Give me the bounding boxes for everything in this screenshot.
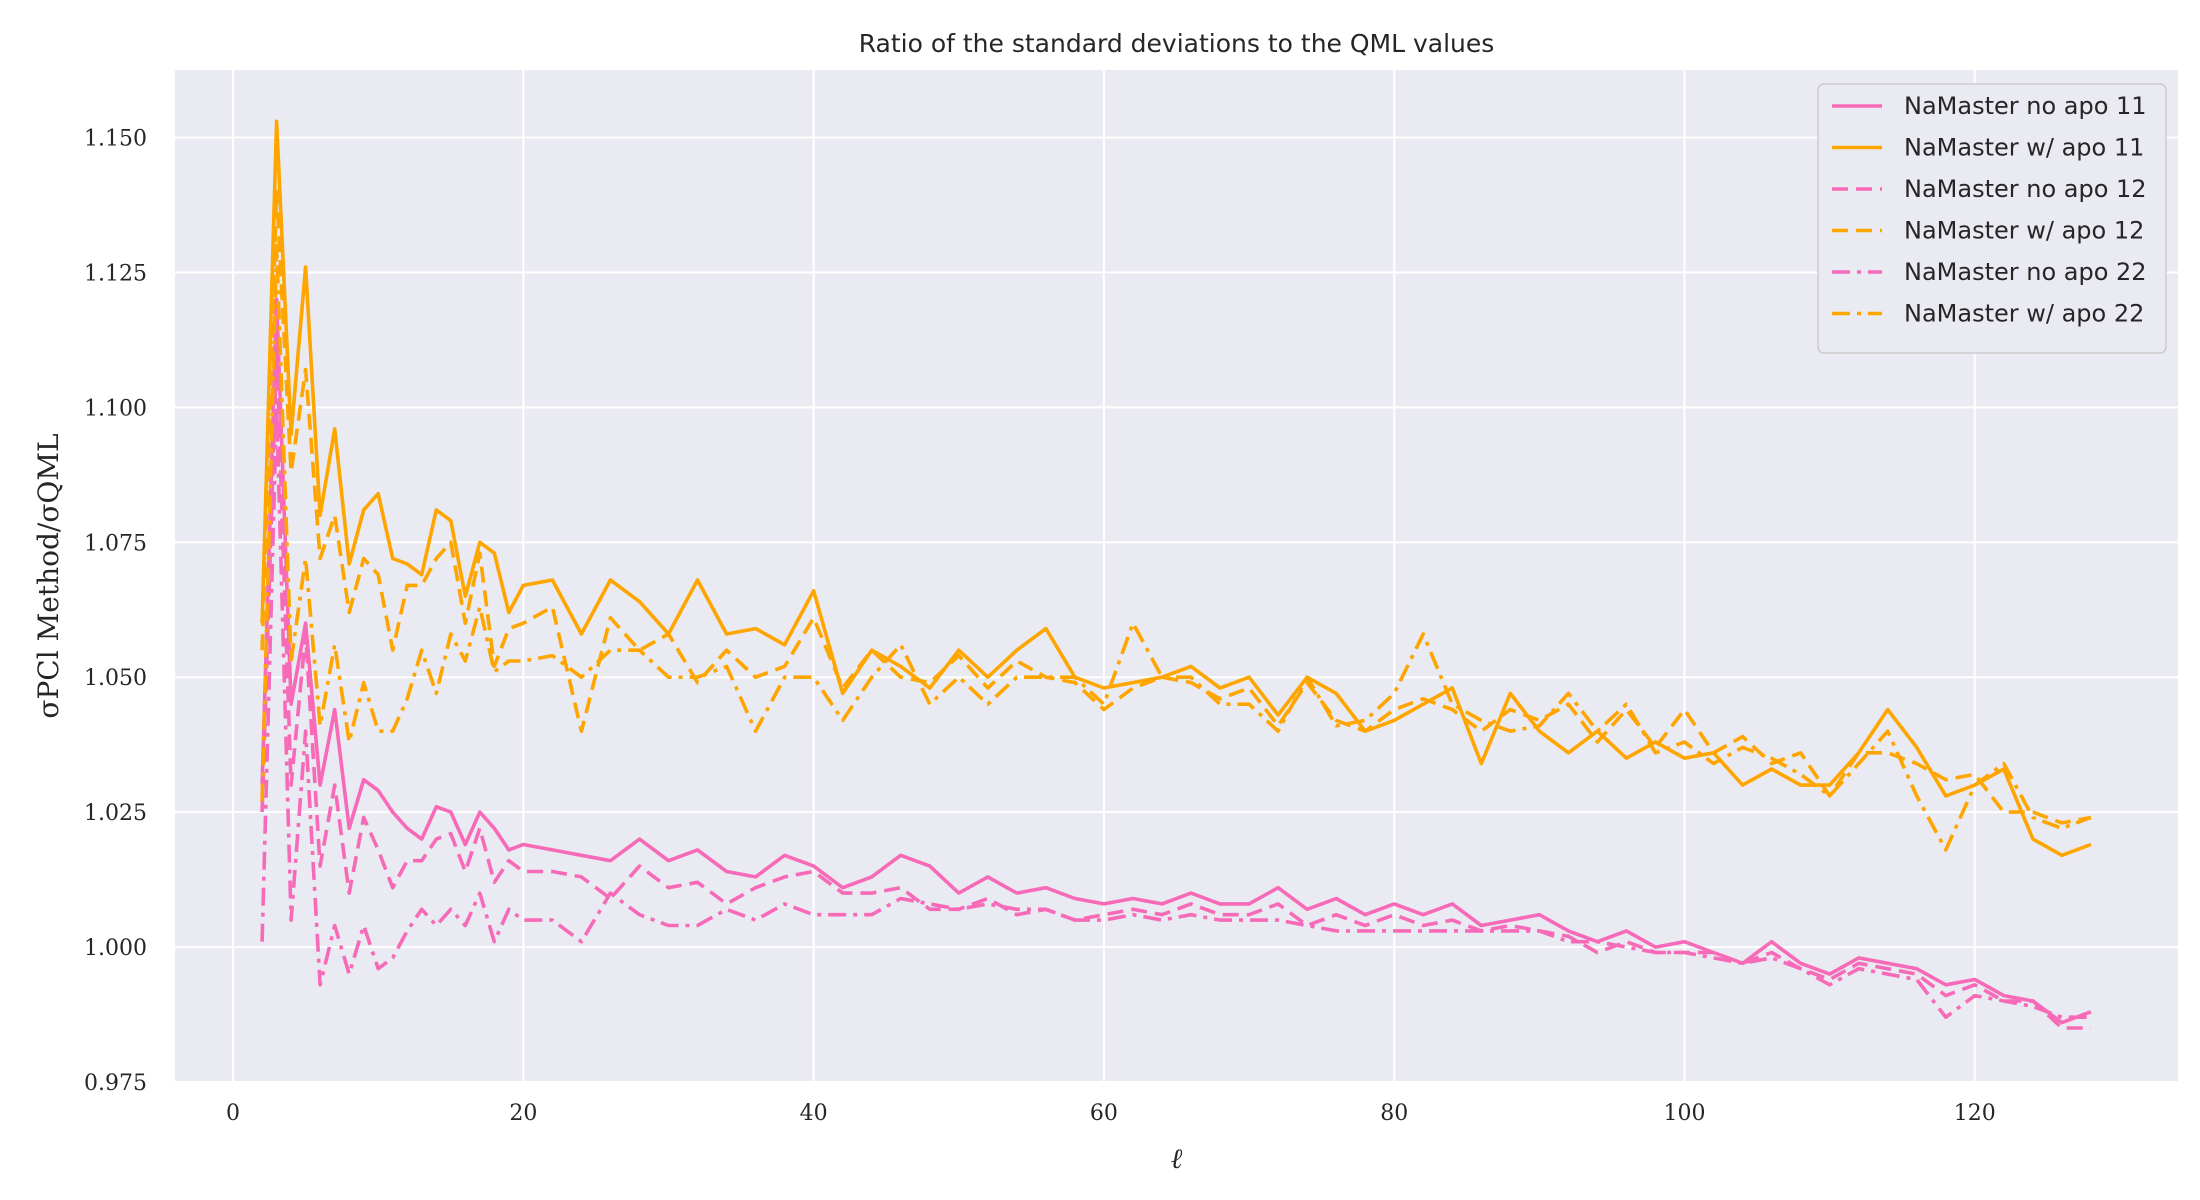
x-tick-label: 0 bbox=[226, 1101, 240, 1126]
series-line-2 bbox=[260, 119, 2092, 858]
legend-label: NaMaster no apo 11 bbox=[1904, 92, 2147, 120]
x-tick-label: 100 bbox=[1664, 1101, 1706, 1126]
legend-label: NaMaster w/ apo 12 bbox=[1904, 217, 2144, 245]
x-tick-label: 80 bbox=[1380, 1101, 1408, 1126]
x-axis-label: ℓ bbox=[1171, 1142, 1183, 1175]
y-tick-label: 1.050 bbox=[84, 666, 147, 691]
x-tick-label: 20 bbox=[509, 1101, 537, 1126]
y-axis-label: σPCl Method/σQML bbox=[32, 433, 65, 718]
series-lines bbox=[260, 119, 2092, 1030]
series-line-5 bbox=[260, 405, 2091, 1020]
x-tick-label: 60 bbox=[1090, 1101, 1118, 1126]
x-axis-ticks: 0 20 40 60 80 100 120 bbox=[226, 1101, 1996, 1126]
y-tick-label: 1.000 bbox=[84, 936, 147, 961]
y-tick-label: 1.075 bbox=[84, 531, 147, 556]
legend-label: NaMaster no apo 22 bbox=[1904, 258, 2147, 286]
x-tick-label: 40 bbox=[800, 1101, 828, 1126]
legend-box bbox=[1817, 83, 2167, 354]
legend-label: NaMaster w/ apo 11 bbox=[1904, 134, 2144, 162]
series-line-4 bbox=[260, 189, 2092, 825]
legend: NaMaster no apo 11 NaMaster w/ apo 11 NaMa… bbox=[1817, 83, 2167, 354]
legend-label: NaMaster no apo 12 bbox=[1904, 175, 2147, 203]
y-tick-label: 1.150 bbox=[84, 126, 147, 151]
chart-title: Ratio of the standard deviations to the … bbox=[859, 29, 1495, 58]
x-tick-label: 120 bbox=[1954, 1101, 1996, 1126]
y-tick-label: 1.025 bbox=[84, 801, 147, 826]
y-tick-label: 0.975 bbox=[84, 1071, 147, 1096]
y-tick-label: 1.125 bbox=[84, 261, 147, 286]
y-axis-ticks: 0.975 1.000 1.025 1.050 1.075 1.100 1.125 1.150 bbox=[84, 126, 147, 1096]
y-tick-label: 1.100 bbox=[84, 396, 147, 421]
series-line-1 bbox=[260, 297, 2092, 1025]
legend-label: NaMaster w/ apo 22 bbox=[1904, 300, 2144, 328]
series-line-6 bbox=[260, 243, 2092, 852]
